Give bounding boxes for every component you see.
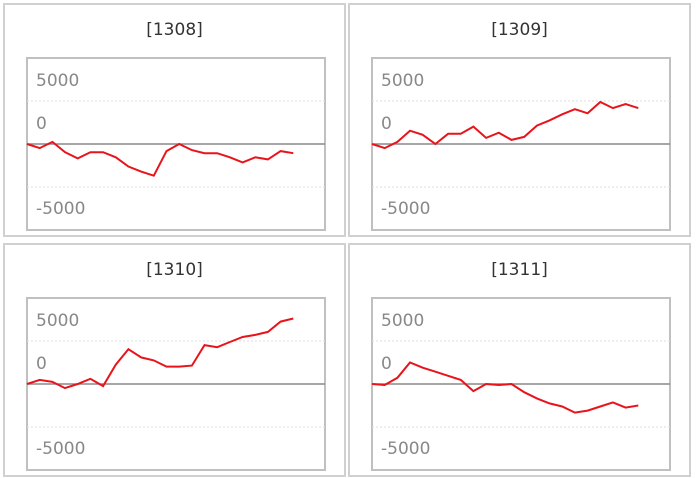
chart-panel: [1308] 5000 0 -5000 [3,3,346,237]
chart-panel: [1311] 5000 0 -5000 [348,243,691,477]
y-tick-label: 0 [36,114,47,134]
chart-title: [1308] [146,20,203,40]
data-line [26,317,294,390]
y-tick-label: -5000 [381,199,430,219]
chart-panel: [1310] 5000 0 -5000 [3,243,346,477]
panel-frame [348,243,691,477]
y-tick-label: -5000 [36,199,85,219]
y-tick-label: 0 [381,114,392,134]
y-tick-label: 5000 [381,71,424,91]
chart-panel: [1309] 5000 0 -5000 [348,3,691,237]
data-line [371,100,639,150]
y-tick-label: -5000 [381,439,430,459]
y-tick-label: 0 [381,354,392,374]
data-line [26,140,294,177]
y-tick-label: 5000 [36,311,79,331]
panel-frame [348,3,691,237]
chart-title: [1309] [491,20,548,40]
chart-title: [1311] [491,260,548,280]
panel-frame [3,3,346,237]
y-tick-label: -5000 [36,439,85,459]
y-tick-label: 0 [36,354,47,374]
y-tick-label: 5000 [36,71,79,91]
chart-title: [1310] [146,260,203,280]
data-line [371,361,639,414]
panel-frame [3,243,346,477]
y-tick-label: 5000 [381,311,424,331]
